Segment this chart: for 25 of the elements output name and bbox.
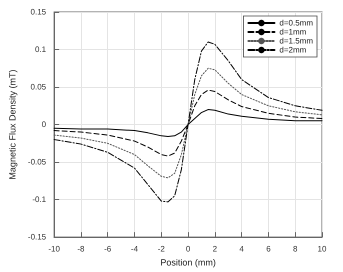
y-tick-label: -0.1 [32,195,47,204]
x-tick-label: 0 [186,244,191,254]
y-tick-label: 0.15 [30,8,47,16]
x-tick-label: 6 [266,244,272,254]
y-tick-label: 0.1 [35,45,47,54]
x-tick-label: -2 [158,244,166,254]
line-series [54,68,322,178]
x-tick-label: -6 [104,244,112,254]
y-tick-label: 0.05 [30,82,47,92]
x-tick-label: 8 [292,244,298,254]
legend-label: d=1.5mm [279,36,314,46]
x-tick-label: 2 [212,244,218,254]
legend-label: d=2mm [279,46,307,54]
y-tick-label: 0 [42,120,47,130]
x-tick-label: 4 [239,244,244,254]
y-tick-label: -0.15 [28,232,47,242]
x-axis-title: Position (mm) [160,258,216,268]
x-tick-label: -10 [48,244,60,254]
x-tick-label: 10 [318,244,327,254]
x-tick-label: -8 [77,244,86,254]
y-axis-title: Magnetic Flux Density (mT) [8,70,18,180]
y-tick-label: -0.05 [28,158,47,167]
legend-label: d=0.5mm [279,18,314,28]
legend-label: d=1mm [279,28,307,36]
x-tick-label: -4 [130,244,139,254]
